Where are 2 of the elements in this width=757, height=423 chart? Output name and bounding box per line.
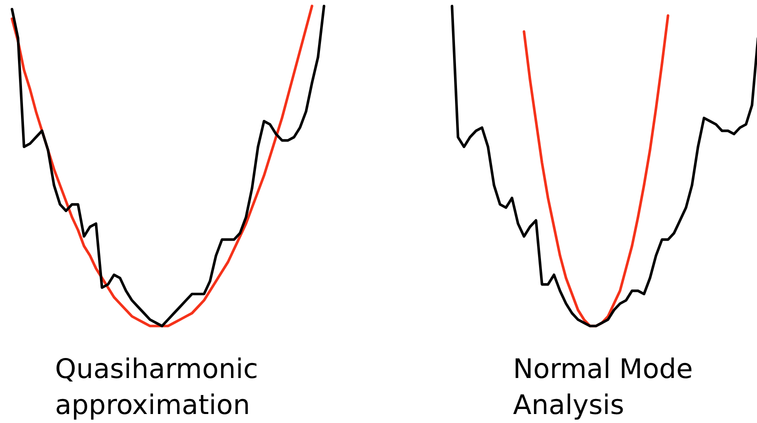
- text: Normal Mode Analysis: [513, 353, 694, 423]
- text: Quasiharmonic approximation: [55, 353, 260, 423]
